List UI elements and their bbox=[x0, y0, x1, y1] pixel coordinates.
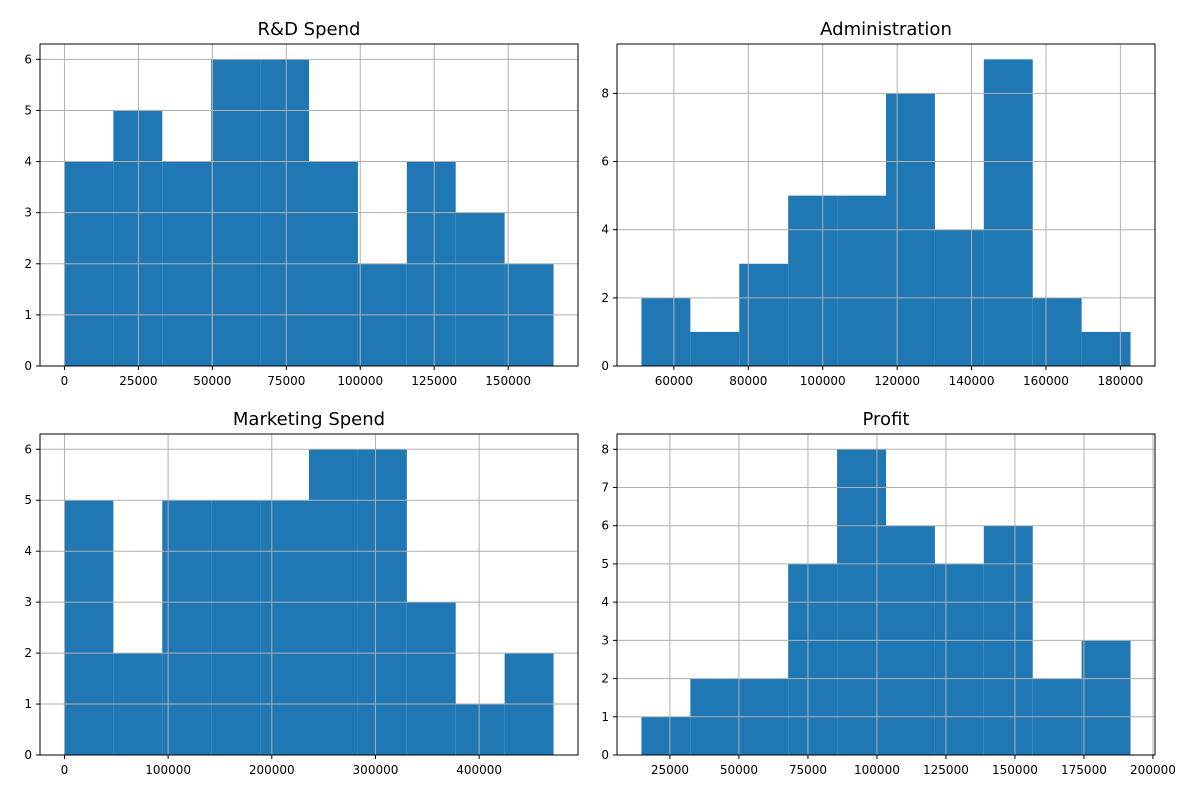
profit-grid bbox=[617, 434, 1155, 756]
administration-axes-frame bbox=[616, 43, 1156, 367]
marketing-spend-bar-0 bbox=[64, 500, 114, 755]
administration-bar-2 bbox=[739, 263, 789, 366]
r-d-spend-bar-1 bbox=[113, 110, 163, 366]
r-d-spend-x-tick-label-5: 125000 bbox=[411, 374, 457, 388]
profit-x-tick-label-2: 75000 bbox=[789, 763, 827, 777]
administration-x-tick-label-5: 160000 bbox=[1023, 374, 1069, 388]
profit-x-tick-label-4: 125000 bbox=[923, 763, 969, 777]
profit-title: Profit bbox=[863, 409, 910, 430]
administration-bar-4 bbox=[837, 195, 886, 366]
marketing-spend-y-tick-label-2: 2 bbox=[24, 646, 32, 660]
marketing-spend-bar-3 bbox=[211, 500, 261, 755]
marketing-spend-title: Marketing Spend bbox=[233, 409, 385, 430]
marketing-spend-bar-4 bbox=[260, 500, 309, 755]
profit-bar-0 bbox=[641, 716, 691, 755]
marketing-spend-y-tick-label-6: 6 bbox=[24, 442, 32, 456]
r-d-spend-title: R&D Spend bbox=[258, 19, 361, 40]
marketing-spend-bar-2 bbox=[162, 500, 212, 755]
r-d-spend-x-tick-label-4: 100000 bbox=[337, 374, 383, 388]
profit-y-tick-label-1: 1 bbox=[601, 710, 609, 724]
profit-x-tick-label-1: 50000 bbox=[720, 763, 758, 777]
r-d-spend-x-tick-label-3: 75000 bbox=[267, 374, 305, 388]
profit-x-tick-label-5: 150000 bbox=[992, 763, 1038, 777]
administration-title: Administration bbox=[820, 19, 952, 40]
administration-x-tick-label-6: 180000 bbox=[1097, 374, 1143, 388]
marketing-spend-x-tick-label-3: 300000 bbox=[353, 763, 399, 777]
administration-bar-8 bbox=[1032, 297, 1082, 366]
r-d-spend-axes-frame bbox=[39, 43, 579, 367]
marketing-spend-bar-8 bbox=[455, 704, 505, 755]
profit-y-tick-label-8: 8 bbox=[601, 442, 609, 456]
r-d-spend-x-tick-label-6: 150000 bbox=[485, 374, 531, 388]
administration-bar-7 bbox=[983, 59, 1033, 366]
subplot-profit: 25000 50000 75000 100000 125000 150000 175000 2… bbox=[601, 409, 1176, 777]
marketing-spend-bar-7 bbox=[406, 602, 456, 755]
r-d-spend-y-tick-label-6: 6 bbox=[24, 52, 32, 66]
administration-y-tick-label-1: 2 bbox=[601, 291, 609, 305]
r-d-spend-y-tick-label-2: 2 bbox=[24, 257, 32, 271]
profit-y-tick-label-4: 4 bbox=[601, 595, 609, 609]
administration-bar-3 bbox=[788, 195, 838, 366]
marketing-spend-y-tick-label-3: 3 bbox=[24, 595, 32, 609]
profit-axes-frame bbox=[616, 433, 1156, 756]
profit-y-tick-label-6: 6 bbox=[601, 519, 609, 533]
marketing-spend-x-tick-label-0: 0 bbox=[61, 763, 69, 777]
administration-bars bbox=[641, 59, 1131, 366]
profit-x-tick-label-3: 100000 bbox=[854, 763, 900, 777]
administration-y-tick-label-4: 8 bbox=[601, 86, 609, 100]
marketing-spend-y-tick-label-5: 5 bbox=[24, 493, 32, 507]
administration-bar-9 bbox=[1081, 331, 1131, 366]
administration-x-tick-label-3: 120000 bbox=[874, 374, 920, 388]
profit-x-tick-label-6: 175000 bbox=[1061, 763, 1107, 777]
r-d-spend-x-tick-label-2: 50000 bbox=[193, 374, 231, 388]
administration-x-tick-label-1: 80000 bbox=[729, 374, 767, 388]
profit-y-tick-label-3: 3 bbox=[601, 633, 609, 647]
subplot-r-d-spend: 0 25000 50000 75000 100000 125000 150000 0 1 2 3 4 5… bbox=[24, 19, 579, 388]
profit-bar-3 bbox=[788, 563, 838, 755]
r-d-spend-x-tick-label-1: 25000 bbox=[119, 374, 157, 388]
administration-x-tick-label-4: 140000 bbox=[949, 374, 995, 388]
r-d-spend-y-tick-label-4: 4 bbox=[24, 155, 32, 169]
marketing-spend-x-tick-label-1: 100000 bbox=[145, 763, 191, 777]
administration-y-tick-label-2: 4 bbox=[601, 223, 609, 237]
profit-bar-6 bbox=[934, 563, 984, 755]
marketing-spend-y-tick-label-1: 1 bbox=[24, 697, 32, 711]
administration-y-tick-label-0: 0 bbox=[601, 359, 609, 373]
administration-y-tick-label-3: 6 bbox=[601, 155, 609, 169]
profit-bar-9 bbox=[1081, 640, 1131, 755]
subplot-marketing-spend: 0 100000 200000 300000 400000 0 1 2 3 4 5 6 Marketin… bbox=[24, 409, 579, 777]
r-d-spend-bar-8 bbox=[455, 212, 505, 366]
administration-x-tick-label-0: 60000 bbox=[655, 374, 693, 388]
profit-y-tick-label-0: 0 bbox=[601, 748, 609, 762]
profit-y-tick-label-7: 7 bbox=[601, 481, 609, 495]
administration-bar-0 bbox=[641, 297, 691, 366]
marketing-spend-y-tick-label-4: 4 bbox=[24, 544, 32, 558]
r-d-spend-y-tick-label-0: 0 bbox=[24, 359, 32, 373]
marketing-spend-y-tick-label-0: 0 bbox=[24, 748, 32, 762]
r-d-spend-y-tick-label-5: 5 bbox=[24, 103, 32, 117]
profit-x-tick-label-0: 25000 bbox=[651, 763, 689, 777]
marketing-spend-x-tick-label-4: 400000 bbox=[456, 763, 502, 777]
subplot-administration: 60000 80000 100000 120000 140000 160000 180000… bbox=[601, 19, 1156, 388]
administration-bar-1 bbox=[690, 331, 740, 366]
profit-y-tick-label-5: 5 bbox=[601, 557, 609, 571]
marketing-spend-axes-frame bbox=[39, 433, 579, 756]
r-d-spend-y-tick-label-1: 1 bbox=[24, 308, 32, 322]
marketing-spend-x-tick-label-2: 200000 bbox=[249, 763, 295, 777]
administration-x-tick-label-2: 100000 bbox=[800, 374, 846, 388]
r-d-spend-y-tick-label-3: 3 bbox=[24, 206, 32, 220]
r-d-spend-x-tick-label-0: 0 bbox=[61, 374, 69, 388]
profit-y-tick-label-2: 2 bbox=[601, 672, 609, 686]
profit-x-tick-label-7: 200000 bbox=[1130, 763, 1176, 777]
